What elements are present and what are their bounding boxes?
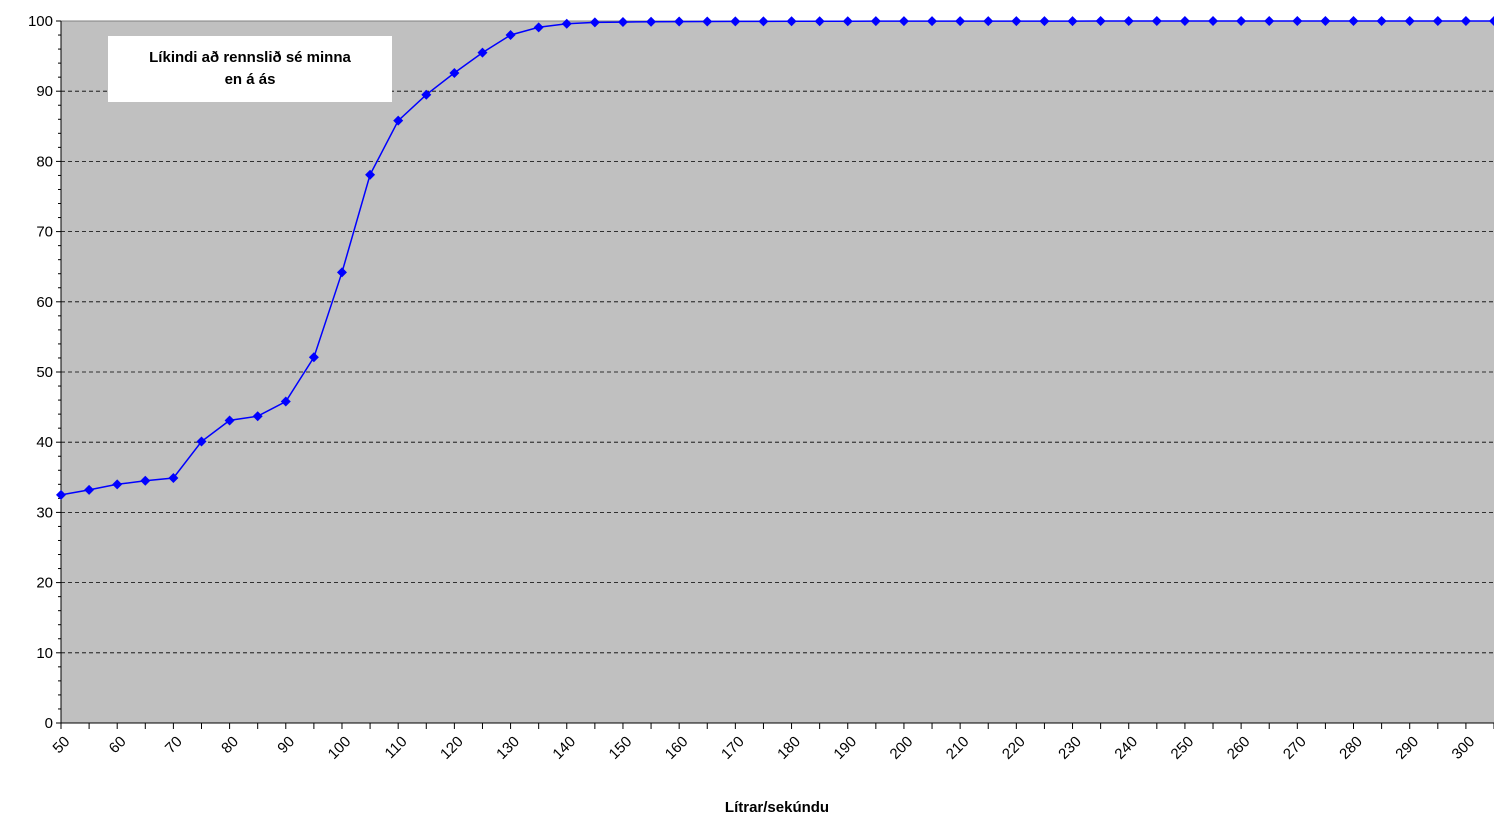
y-tick-label: 10 (36, 645, 53, 662)
y-tick-label: 40 (36, 434, 53, 451)
y-tick-labels: 0 10 20 30 40 50 60 70 80 90 100 (28, 13, 53, 732)
data-point (646, 16, 657, 27)
x-tick-label: 160 (662, 733, 692, 763)
x-axis-title: Lítrar/sekúndu (725, 799, 829, 816)
data-point (842, 16, 853, 27)
data-point (393, 115, 404, 126)
data-point (1348, 16, 1359, 26)
data-point (84, 484, 95, 495)
x-tick-label: 250 (1168, 733, 1198, 763)
x-tick-label: 120 (437, 733, 467, 763)
data-point (1151, 16, 1162, 26)
x-tick-label: 180 (774, 733, 804, 763)
data-point (308, 352, 319, 363)
x-tick-label: 50 (50, 733, 74, 757)
data-point (505, 30, 516, 41)
data-point (561, 18, 572, 29)
y-tick-label: 60 (36, 294, 53, 311)
data-point (140, 475, 151, 486)
data-point (1292, 16, 1303, 26)
annotation-box: Líkindi að rennslið sé minna en á ás (108, 36, 392, 102)
x-tick-label: 70 (162, 733, 186, 757)
x-tick-label: 300 (1449, 733, 1479, 763)
data-point (1208, 16, 1219, 26)
data-point (730, 16, 741, 27)
x-tick-label: 80 (218, 733, 242, 757)
data-point (898, 16, 909, 27)
data-point (927, 16, 938, 27)
data-point (1264, 16, 1275, 26)
y-tick-label: 20 (36, 575, 53, 592)
data-point (1123, 16, 1134, 26)
y-tick-label: 90 (36, 83, 53, 100)
x-tick-label: 240 (1111, 733, 1141, 763)
data-point (1095, 16, 1106, 26)
x-tick-label: 170 (718, 733, 748, 763)
data-point (617, 17, 628, 28)
data-point (1376, 16, 1387, 26)
data-point (674, 16, 685, 27)
data-point (196, 436, 207, 447)
x-tick-label: 150 (606, 733, 636, 763)
data-point (112, 479, 123, 490)
x-tick-label: 220 (999, 733, 1029, 763)
data-point (1460, 16, 1471, 26)
x-tick-label: 290 (1392, 733, 1422, 763)
data-point (1011, 16, 1022, 27)
x-tick-label: 100 (325, 733, 355, 763)
x-tick-label: 90 (274, 733, 298, 757)
x-tick-label: 270 (1280, 733, 1310, 763)
x-tick-label: 110 (382, 733, 411, 762)
y-tick-label: 80 (36, 153, 53, 170)
series-markers (56, 16, 1494, 500)
x-tick-label: 140 (549, 733, 579, 763)
x-tick-label: 280 (1336, 733, 1366, 763)
x-tick-label: 260 (1224, 733, 1254, 763)
data-point (449, 67, 460, 78)
data-point (1489, 16, 1494, 26)
data-point (224, 415, 235, 426)
data-point (1039, 16, 1050, 27)
data-point (336, 267, 347, 278)
data-point (1067, 16, 1078, 27)
data-point (955, 16, 966, 27)
series-line (60, 20, 1494, 496)
data-point (533, 22, 544, 33)
data-point (1404, 16, 1415, 26)
data-point (280, 396, 291, 407)
data-point (56, 489, 66, 500)
y-tick-label: 100 (28, 13, 53, 30)
y-tick-label: 30 (36, 504, 53, 521)
x-tick-labels: 50 60 70 80 90 100 110 120 130 140 150 160 170 180 190… (50, 733, 1479, 763)
x-tick-label: 190 (830, 733, 860, 763)
data-point (702, 16, 713, 27)
data-point (1236, 16, 1247, 26)
data-point (1179, 16, 1190, 26)
data-point (421, 89, 432, 100)
y-tick-label: 70 (36, 224, 53, 241)
data-point (786, 16, 797, 27)
annotation-line-1: Líkindi að rennslið sé minna (149, 49, 351, 66)
data-point (758, 16, 769, 27)
x-tick-label: 130 (493, 733, 523, 763)
x-tick-label: 230 (1055, 733, 1085, 763)
data-point (589, 17, 600, 28)
data-point (1320, 16, 1331, 26)
y-tick-label: 0 (45, 715, 53, 732)
annotation-line-2: en á ás (224, 71, 276, 88)
x-tick-label: 60 (106, 733, 130, 757)
data-point (252, 411, 263, 422)
data-point (168, 473, 179, 484)
data-point (1432, 16, 1443, 26)
data-point (983, 16, 994, 27)
data-point (477, 47, 488, 58)
y-tick-label: 50 (36, 364, 53, 381)
data-point (870, 16, 881, 27)
data-point (365, 169, 376, 180)
x-tick-label: 210 (943, 733, 973, 763)
data-point (814, 16, 825, 27)
x-tick-label: 200 (887, 733, 917, 763)
